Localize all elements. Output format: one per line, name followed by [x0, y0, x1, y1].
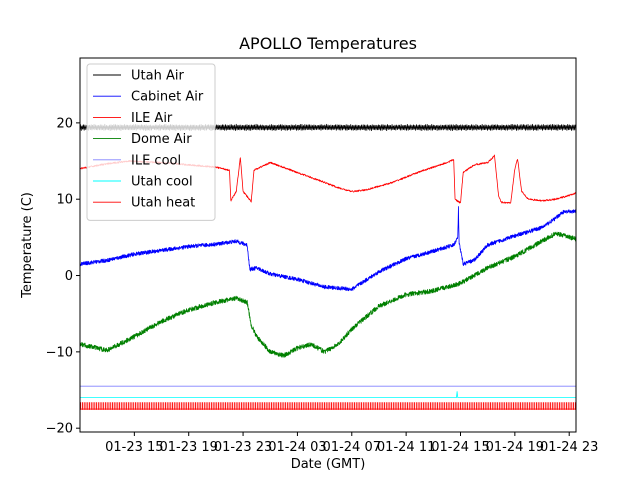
series-line-dome-air — [80, 231, 576, 358]
x-tick-label: 01-24 11 — [377, 440, 435, 455]
y-tick-label: 20 — [56, 116, 73, 131]
x-tick-label: 01-24 03 — [268, 440, 326, 455]
legend: Utah Air Cabinet Air ILE Air Dome Air ILE co… — [86, 63, 216, 221]
legend-label: Cabinet Air — [131, 90, 204, 105]
chart-title: APOLLO Temperatures — [239, 34, 417, 53]
legend-label: Utah Air — [131, 69, 184, 84]
x-tick-label: 01-24 07 — [323, 440, 381, 455]
legend-label: Utah heat — [131, 196, 195, 211]
series-line-utah-heat — [80, 402, 576, 410]
y-axis-label: Temperature (C) — [20, 192, 35, 299]
series-line-utah-cool — [80, 391, 576, 399]
x-tick-label: 01-24 23 — [540, 440, 598, 455]
legend-label: ILE Air — [131, 111, 173, 126]
x-tick-label: 01-24 19 — [486, 440, 544, 455]
y-tick-label: 10 — [56, 193, 73, 208]
y-tick-label: −10 — [46, 345, 73, 360]
axes-frame — [79, 57, 577, 433]
x-axis-label: Date (GMT) — [291, 457, 366, 472]
x-tick-label: 01-24 15 — [431, 440, 489, 455]
y-tick-label: −20 — [46, 422, 73, 437]
x-tick-label: 01-23 15 — [105, 440, 163, 455]
x-tick-label: 01-23 19 — [159, 440, 217, 455]
x-tick-label: 01-23 23 — [214, 440, 272, 455]
y-axis: 20 10 0 −10 −20 — [46, 116, 80, 437]
legend-label: Utah cool — [131, 175, 193, 190]
legend-label: Dome Air — [131, 132, 192, 147]
legend-label: ILE cool — [131, 153, 181, 168]
y-tick-label: 0 — [65, 269, 73, 284]
series-line-cabinet-air — [80, 206, 576, 292]
